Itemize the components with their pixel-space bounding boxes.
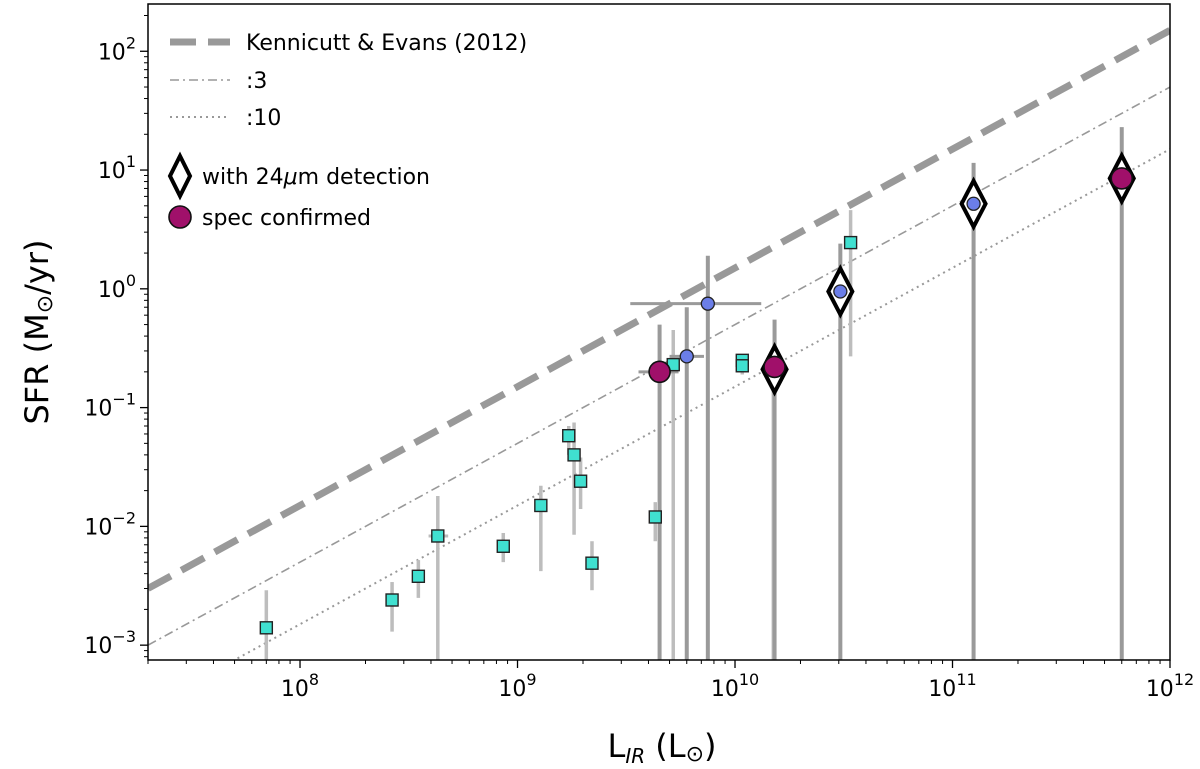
x-axis-title: LIR (L⊙) [607,727,716,768]
plot-frame [147,3,1171,661]
x-tick-label: 1011 [928,670,976,702]
legend-label-2: :3 [246,69,267,94]
square-point [573,474,588,488]
y-tick-label: 10−3 [84,627,136,659]
y-tick-label: 101 [98,152,136,184]
blue-point [833,284,848,299]
y-axis-title: SFR (M⊙/yr) [18,239,58,424]
blue-point [700,296,715,311]
y-tick-label: 100 [98,271,136,303]
legend: Kennicutt & Evans (2012) :3 :10 with 24μm d… [167,31,527,231]
square-point [648,510,662,524]
x-tick-label: 1010 [711,670,759,702]
blue-point [966,196,981,211]
relation-line-1 [148,27,1170,592]
legend-circle-marker [168,205,192,229]
square-point [562,429,576,443]
x-tick-label: 1012 [1146,670,1194,702]
square-point [431,529,445,543]
legend-label-1: Kennicutt & Evans (2012) [246,31,527,56]
square-point [411,569,426,583]
y-tick-label: 10−2 [84,508,136,540]
legend-label-24um: with 24μm detection [202,165,430,190]
x-tick-label: 109 [498,670,536,702]
square-point [496,539,510,553]
square-point [385,593,399,607]
square-point [585,556,599,570]
spec-confirmed-point [648,360,671,384]
legend-diamond-marker [167,151,193,201]
legend-label-spec: spec confirmed [202,206,371,231]
axis-ticks: 108 109 1010 1011 1012 10−3 10−2 10−1 100 101 102 [84,15,1194,702]
square-point [567,448,581,462]
x-tick-label: 108 [281,670,319,702]
data-points [259,151,1137,635]
y-tick-label: 102 [98,33,136,65]
relation-line-2 [148,86,1170,646]
spec-confirmed-point [763,355,786,379]
square-point [534,498,548,513]
y-tick-label: 10−1 [84,390,136,422]
blue-point [679,349,694,364]
legend-label-3: :10 [246,106,281,131]
square-point [843,235,858,250]
spec-confirmed-point [1110,167,1134,190]
square-point [735,359,749,373]
square-point [259,621,274,635]
